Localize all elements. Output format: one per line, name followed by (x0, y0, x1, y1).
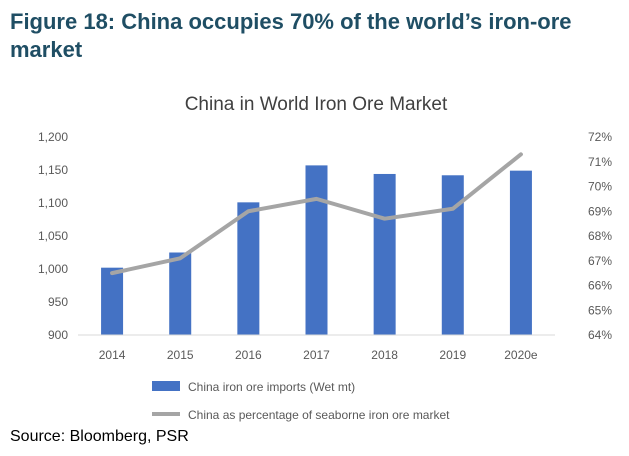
legend-label-bar: China iron ore imports (Wet mt) (188, 380, 355, 394)
left-tick-label: 1,200 (38, 130, 68, 144)
legend-swatch-bar (152, 381, 180, 391)
bar (509, 170, 532, 335)
figure-title: Figure 18: China occupies 70% of the wor… (10, 9, 572, 62)
right-tick-label: 64% (588, 328, 612, 342)
bar (441, 175, 464, 335)
bar (169, 252, 192, 335)
bar-series (101, 165, 532, 335)
left-tick-label: 1,050 (38, 229, 68, 243)
right-tick-label: 70% (588, 180, 612, 194)
bar (237, 202, 260, 335)
x-tick-label: 2020e (504, 348, 538, 362)
bar (305, 165, 328, 335)
left-tick-label: 1,000 (38, 262, 68, 276)
right-tick-label: 69% (588, 204, 612, 218)
chart-title: China in World Iron Ore Market (185, 94, 448, 115)
legend: China iron ore imports (Wet mt) China as… (152, 380, 450, 422)
x-tick-label: 2017 (303, 348, 330, 362)
bar (101, 267, 124, 335)
left-tick-label: 1,150 (38, 163, 68, 177)
x-axis: 2014 2015 2016 2017 2018 2019 2020e (78, 334, 555, 362)
line-series (110, 152, 523, 276)
x-tick-label: 2015 (167, 348, 194, 362)
bar (373, 173, 396, 335)
x-tick-label: 2016 (235, 348, 262, 362)
left-axis: 900 950 1,000 1,050 1,100 1,150 1,200 (38, 130, 68, 342)
right-tick-label: 67% (588, 254, 612, 268)
right-tick-label: 65% (588, 303, 612, 317)
x-tick-label: 2018 (371, 348, 398, 362)
left-tick-label: 1,100 (38, 196, 68, 210)
x-tick-label: 2019 (439, 348, 466, 362)
legend-label-line: China as percentage of seaborne iron ore… (188, 408, 450, 422)
x-tick-label: 2014 (99, 348, 126, 362)
left-tick-label: 950 (48, 295, 68, 309)
series-line (110, 152, 523, 276)
left-tick-label: 900 (48, 328, 68, 342)
right-tick-label: 66% (588, 279, 612, 293)
source-note: Source: Bloomberg, PSR (10, 428, 189, 445)
right-tick-label: 68% (588, 229, 612, 243)
right-tick-label: 72% (588, 130, 612, 144)
right-axis: 64% 65% 66% 67% 68% 69% 70% 71% 72% (588, 130, 612, 342)
right-tick-label: 71% (588, 155, 612, 169)
